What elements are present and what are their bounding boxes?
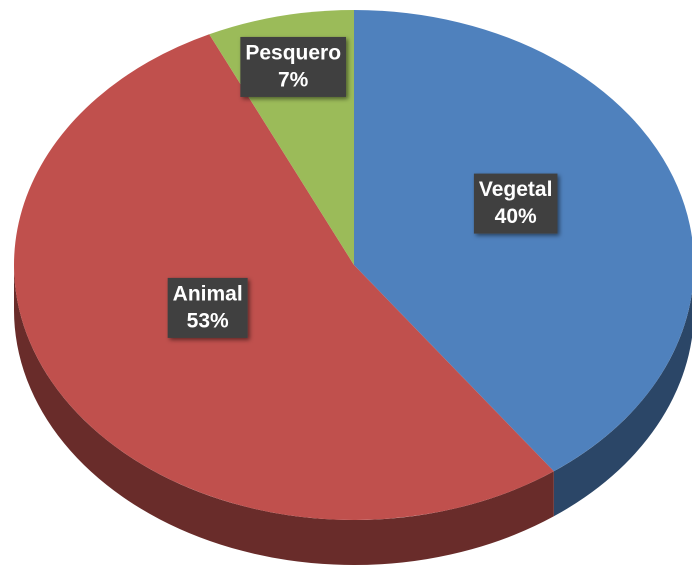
data-label: Animal 53% xyxy=(167,277,248,338)
slice xyxy=(354,10,692,472)
label-box xyxy=(240,36,347,97)
data-label: Pesquero 7% xyxy=(240,36,347,97)
label-name: Pesquero xyxy=(245,41,341,64)
slice xyxy=(14,34,554,520)
data-label: Vegetal 40% xyxy=(473,173,558,234)
label-name: Vegetal xyxy=(479,178,553,201)
label-value: 7% xyxy=(278,68,309,91)
label-value: 40% xyxy=(495,205,537,228)
label-value: 53% xyxy=(187,309,229,332)
label-name: Animal xyxy=(173,282,243,305)
slice-side xyxy=(553,292,692,517)
label-box xyxy=(167,277,248,338)
label-box xyxy=(473,173,558,234)
slice-side xyxy=(14,265,554,565)
